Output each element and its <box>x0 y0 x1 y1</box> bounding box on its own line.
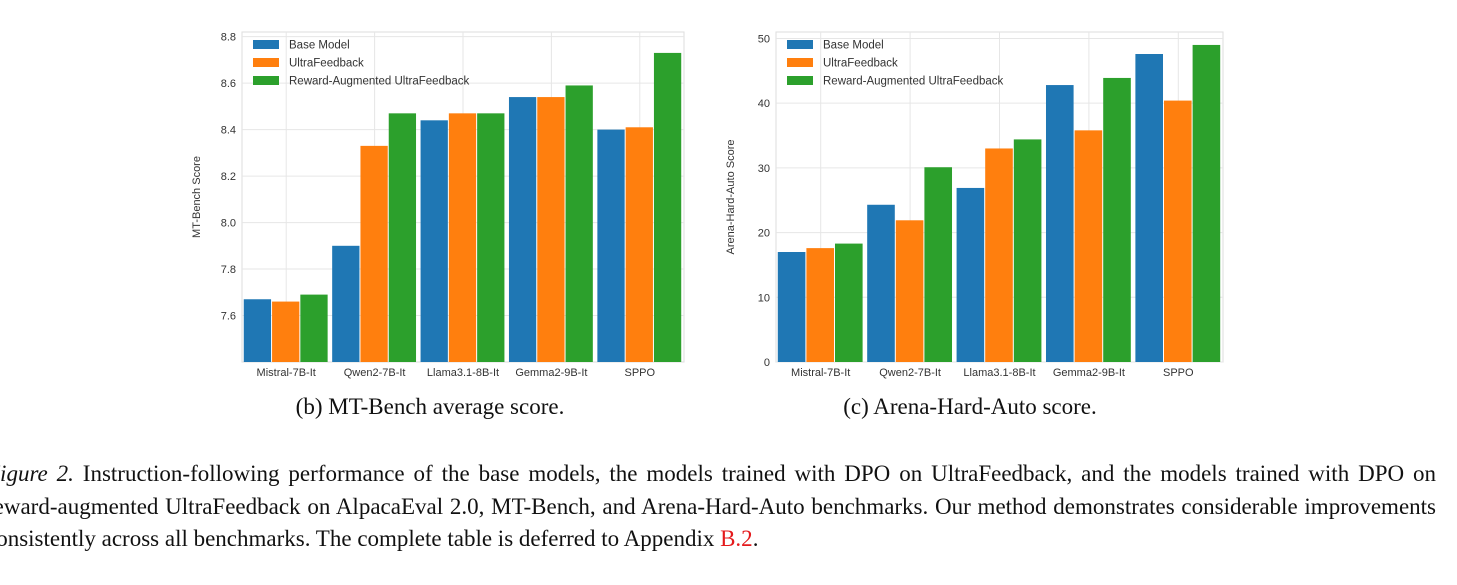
y-tick-label: 0 <box>764 357 770 369</box>
x-tick-label: Llama3.1-8B-It <box>963 367 1035 379</box>
legend-swatch <box>787 40 813 49</box>
y-tick-label: 8.0 <box>221 218 236 230</box>
figure-caption: Figure 2. Instruction-following performa… <box>0 458 1436 556</box>
y-tick-label: 50 <box>758 33 770 45</box>
caption-end: . <box>752 526 759 551</box>
bar-base-model-2 <box>956 187 985 362</box>
y-axis-title: MT-Bench Score <box>191 156 203 238</box>
bar-reward-augmented-ultrafeedback-3 <box>1103 77 1131 363</box>
figure-label: Figure 2. <box>0 461 74 486</box>
x-tick-label: SPPO <box>1163 367 1194 379</box>
bar-reward-augmented-ultrafeedback-1 <box>924 167 953 362</box>
y-tick-label: 10 <box>758 292 770 304</box>
legend-label: Reward-Augmented UltraFeedback <box>289 76 470 88</box>
legend: Base Model UltraFeedback Reward-Augmented … <box>787 40 1004 88</box>
y-tick-label: 8.4 <box>221 125 236 137</box>
y-tick-label: 7.8 <box>221 264 236 276</box>
x-tick-label: Llama3.1-8B-It <box>427 367 499 379</box>
bar-reward-augmented-ultrafeedback-0 <box>300 294 328 362</box>
bar-base-model-3 <box>1045 85 1074 362</box>
bar-base-model-0 <box>243 299 272 362</box>
x-tick-label: Mistral-7B-It <box>257 367 316 379</box>
bar-reward-augmented-ultrafeedback-0 <box>835 243 863 362</box>
y-tick-label: 8.8 <box>221 32 236 44</box>
y-tick-label: 40 <box>758 98 770 110</box>
bar-reward-augmented-ultrafeedback-3 <box>565 85 593 362</box>
legend-label: Reward-Augmented UltraFeedback <box>823 76 1004 88</box>
y-tick-label: 20 <box>758 228 770 240</box>
bar-ultrafeedback-4 <box>1163 100 1192 363</box>
bar-reward-augmented-ultrafeedback-4 <box>653 52 682 362</box>
bar-reward-augmented-ultrafeedback-2 <box>1013 139 1042 362</box>
legend-swatch <box>253 40 279 49</box>
subcaption-arena-hard-auto: (c) Arena-Hard-Auto score. <box>843 394 1097 419</box>
legend-swatch <box>787 76 813 85</box>
legend-swatch <box>787 58 813 67</box>
bar-ultrafeedback-3 <box>1074 130 1103 362</box>
bar-ultrafeedback-0 <box>806 248 835 362</box>
x-tick-label: Qwen2-7B-It <box>344 367 406 379</box>
mt-bench-chart: 7.6 7.8 8.0 8.2 8.4 8.6 8.8 Mistral-7B-It Qwen2-… <box>191 31 685 379</box>
legend-swatch <box>253 58 279 67</box>
bar-ultrafeedback-0 <box>272 301 300 362</box>
x-tick-label: Gemma2-9B-It <box>515 367 587 379</box>
bar-base-model-4 <box>597 129 625 362</box>
caption-text: Instruction-following performance of the… <box>0 461 1436 551</box>
legend: Base Model UltraFeedback Reward-Augmented … <box>253 40 470 88</box>
x-tick-label: Mistral-7B-It <box>791 367 850 379</box>
y-tick-label: 8.2 <box>221 171 236 183</box>
legend-swatch <box>253 76 279 85</box>
legend-label: Base Model <box>823 40 884 52</box>
x-tick-label: Gemma2-9B-It <box>1053 367 1125 379</box>
x-tick-label: SPPO <box>625 367 656 379</box>
bar-reward-augmented-ultrafeedback-1 <box>388 113 417 362</box>
bar-ultrafeedback-4 <box>625 127 653 362</box>
y-tick-label: 30 <box>758 163 770 175</box>
bar-base-model-2 <box>420 120 448 362</box>
bar-reward-augmented-ultrafeedback-2 <box>477 113 505 362</box>
bar-base-model-4 <box>1135 54 1163 362</box>
y-tick-label: 8.6 <box>221 78 236 90</box>
legend-label: UltraFeedback <box>823 58 898 70</box>
bar-ultrafeedback-2 <box>985 148 1013 362</box>
legend-label: Base Model <box>289 40 350 52</box>
bar-ultrafeedback-1 <box>360 145 388 362</box>
bar-ultrafeedback-2 <box>448 113 477 362</box>
appendix-link[interactable]: B.2 <box>720 526 753 551</box>
subcaption-mt-bench: (b) MT-Bench average score. <box>295 394 565 419</box>
bar-reward-augmented-ultrafeedback-4 <box>1192 44 1221 363</box>
bar-ultrafeedback-1 <box>895 220 924 362</box>
y-axis-title: Arena-Hard-Auto Score <box>725 140 737 255</box>
legend-label: UltraFeedback <box>289 58 364 70</box>
bar-base-model-1 <box>867 204 895 362</box>
x-tick-label: Qwen2-7B-It <box>879 367 941 379</box>
bar-ultrafeedback-3 <box>537 97 565 362</box>
y-tick-label: 7.6 <box>221 311 236 323</box>
bar-base-model-3 <box>508 97 537 362</box>
arena-hard-auto-chart: 0 10 20 30 40 50 Mistral-7B-It Qwen2-7B-It Llama… <box>725 31 1224 379</box>
bar-base-model-1 <box>332 245 360 362</box>
bar-base-model-0 <box>777 252 806 362</box>
